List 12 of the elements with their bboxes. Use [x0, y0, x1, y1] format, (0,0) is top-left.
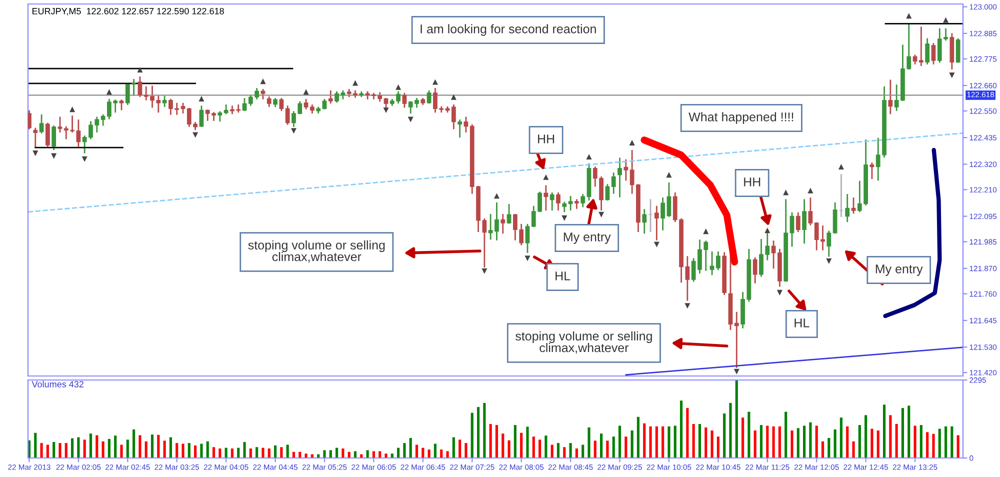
chart-title: Volumes 432 [32, 380, 84, 388]
annotation: My entry [564, 232, 611, 244]
annotation: HL [794, 318, 810, 328]
annotation: HH [744, 178, 760, 186]
annotation: stoping volume or selling climax,whatever [516, 331, 652, 354]
chart-title: EURJPY,M5 122.602 122.657 122.590 122.618 [32, 8, 224, 16]
annotation: I am looking for second reaction [420, 24, 596, 36]
annotation: HH [538, 134, 554, 144]
annotation: My entry [876, 264, 923, 276]
annotation: stoping volume or selling climax,whatever [248, 240, 385, 263]
annotation: What happened !!!! [688, 112, 794, 124]
annotation: HL [556, 272, 570, 280]
